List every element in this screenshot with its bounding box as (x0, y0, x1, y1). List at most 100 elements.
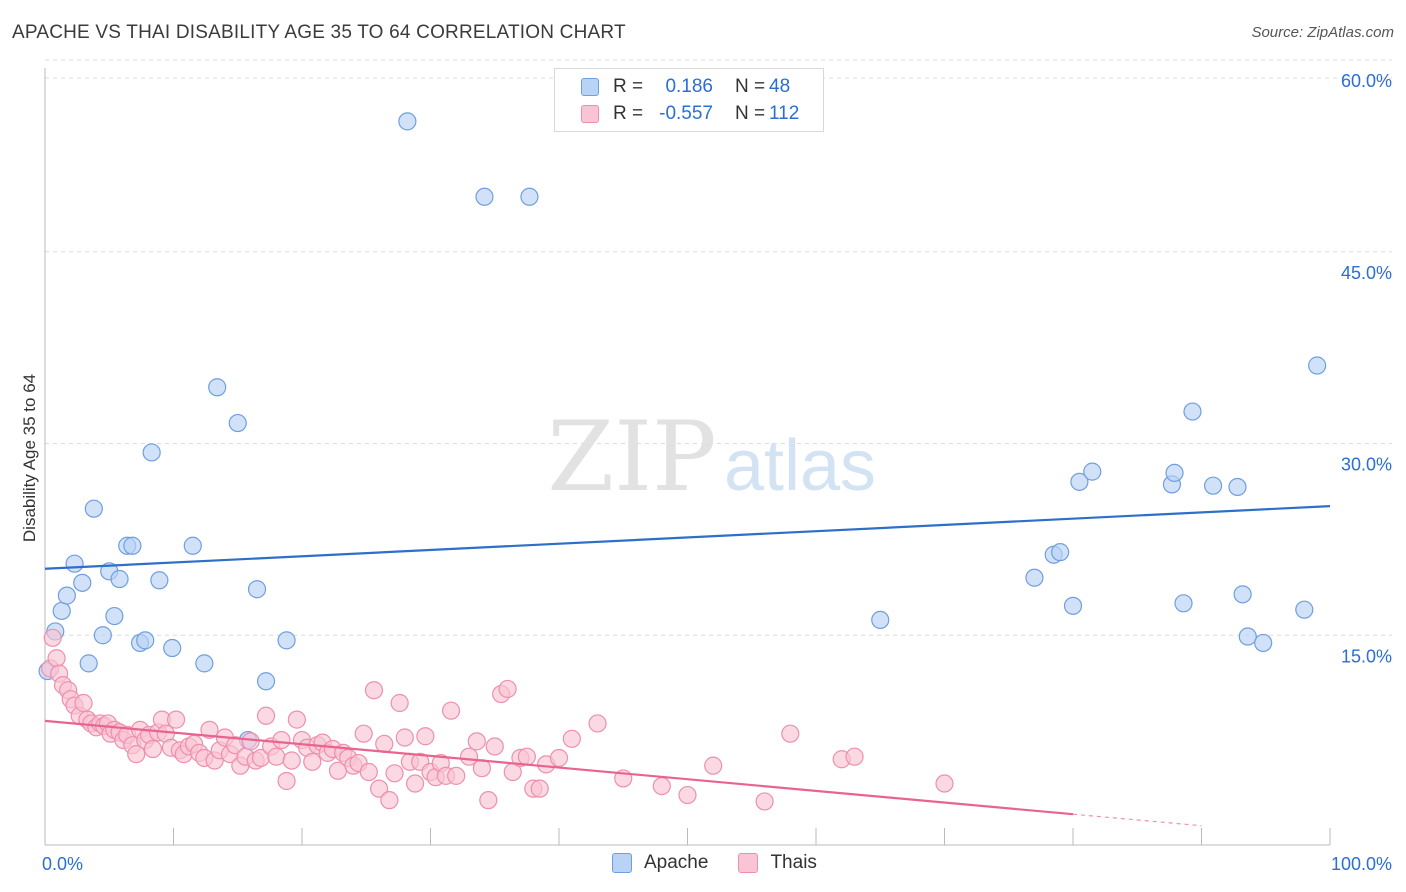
thais-point (390, 693, 409, 713)
chart-title: APACHE VS THAI DISABILITY AGE 35 TO 64 C… (12, 22, 626, 43)
thais-swatch (581, 105, 599, 123)
correlation-legend: R = 0.186 N = 48 R = -0.557 N = 112 (554, 68, 824, 132)
r-label: R = (613, 76, 644, 97)
apache-point (142, 443, 161, 462)
thais-point (354, 724, 373, 743)
thais-point (416, 727, 435, 746)
thais-legend-label: Thais (770, 852, 817, 873)
thais-point (530, 779, 549, 798)
thais-point (277, 771, 296, 791)
thais-point (282, 751, 301, 770)
legend-item-apache: Apache (612, 852, 708, 874)
apache-point (1063, 596, 1083, 615)
data-points (38, 112, 1327, 811)
series-legend: Apache Thais (612, 852, 847, 874)
apache-point (1051, 543, 1070, 562)
apache-point (1254, 633, 1273, 653)
thais-trend-extension (1072, 813, 1202, 827)
watermark-zip: ZIP (547, 401, 716, 513)
y-tick-label: 15.0% (1341, 646, 1392, 666)
thais-point (652, 776, 671, 796)
y-tick-label: 45.0% (1341, 263, 1392, 283)
apache-point (1308, 356, 1327, 375)
apache-point (79, 654, 98, 673)
source-credit: Source: ZipAtlas.com (1251, 24, 1394, 41)
apache-point (110, 569, 129, 589)
thais-point (517, 747, 536, 766)
y-tick-label: 30.0% (1341, 455, 1392, 475)
thais-point (359, 762, 378, 782)
thais-trend-line (44, 719, 1074, 816)
apache-point (150, 571, 169, 590)
apache-point (123, 536, 142, 555)
thais-point (485, 737, 504, 756)
thais-point (200, 720, 219, 739)
r-value: 0.186 (665, 76, 713, 97)
apache-point (73, 573, 92, 592)
apache-point (1295, 600, 1314, 619)
thais-point (267, 747, 286, 766)
thais-point (704, 756, 723, 775)
thais-point (678, 785, 697, 805)
thais-point (385, 764, 404, 783)
thais-point (380, 791, 399, 810)
thais-point (405, 774, 425, 793)
thais-point (143, 739, 163, 759)
apache-point (228, 413, 247, 433)
thais-point (755, 792, 774, 811)
thais-point (498, 679, 517, 699)
apache-point (247, 580, 267, 599)
tick-labels: 15.0% 30.0% 45.0% 60.0% 0.0% 100.0% (42, 71, 1392, 874)
thais-point (370, 779, 389, 798)
thais-point (47, 649, 66, 668)
thais-point (588, 714, 607, 733)
apache-point (84, 499, 103, 518)
thais-point (303, 752, 322, 771)
apache-point (520, 187, 539, 206)
n-value: 112 (769, 103, 800, 124)
apache-point (195, 654, 214, 673)
thais-point (845, 747, 864, 766)
thais-point (562, 729, 581, 748)
apache-point (105, 606, 124, 626)
apache-point (163, 638, 182, 658)
thais-point (272, 730, 291, 750)
thais-point (375, 734, 394, 754)
apache-point (183, 536, 202, 555)
apache-point (1070, 472, 1089, 491)
apache-point (871, 610, 890, 630)
apache-swatch (581, 78, 599, 96)
thais-point (472, 759, 491, 778)
apache-point (398, 112, 417, 131)
apache-point (93, 626, 112, 645)
apache-point (1238, 627, 1257, 646)
apache-point (1083, 462, 1102, 481)
thais-point (441, 701, 461, 720)
thais-point (43, 628, 62, 647)
apache-point (136, 631, 155, 650)
apache-trend-line (44, 505, 1331, 570)
legend-item-thais: Thais (738, 852, 817, 874)
thais-point (447, 766, 466, 785)
thais-point (935, 774, 954, 793)
y-tick-label: 60.0% (1341, 71, 1392, 91)
apache-point (52, 601, 71, 621)
thais-point (166, 710, 186, 729)
apache-legend-swatch (612, 853, 632, 873)
axes (44, 68, 1331, 846)
apache-point (1025, 568, 1044, 587)
x-tick-label: 0.0% (42, 854, 83, 874)
r-label: R = (613, 103, 644, 124)
apache-point (57, 586, 76, 605)
apache-point (1228, 477, 1247, 497)
legend-row-thais: R = -0.557 N = 112 (581, 102, 799, 126)
thais-point (479, 791, 498, 810)
watermark-atlas: atlas (724, 426, 876, 506)
thais-point (549, 748, 569, 768)
thais-point (781, 724, 800, 743)
r-value: -0.557 (659, 103, 713, 124)
trend-lines (44, 505, 1331, 827)
apache-point (1203, 476, 1223, 495)
n-label: N = (735, 103, 766, 124)
thais-point (241, 732, 260, 751)
